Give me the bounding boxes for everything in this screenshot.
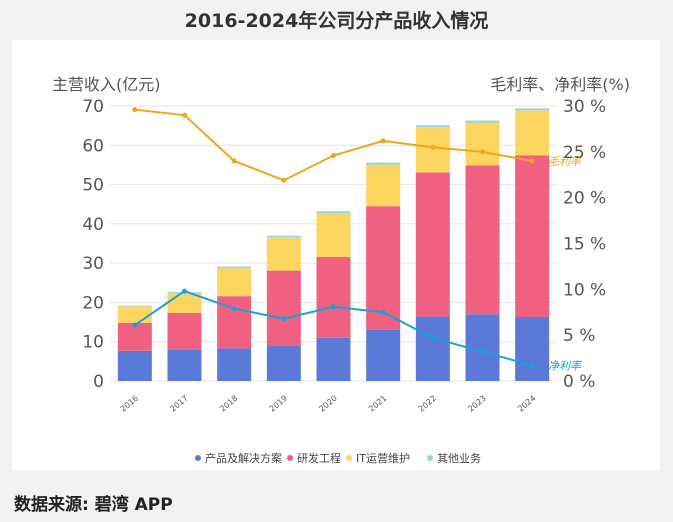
bar-segment [117,350,152,381]
bar-segment [217,266,252,269]
y-tick-left: 10 [82,333,104,353]
bar-segment [316,211,351,214]
line-point [231,158,237,164]
bar-segment [217,268,252,297]
y-tick-right: 10 % [563,280,606,300]
bar-segment [266,237,301,271]
bar-segment [415,127,450,173]
line-point [182,288,187,294]
y-tick-left: 40 [82,215,104,235]
y-tick-right: 25 % [563,143,606,163]
line-series-label: 净利率 [548,359,583,372]
y-tick-right: 15 % [563,235,606,255]
y-tick-right: 20 % [563,189,606,209]
line-point [480,349,485,355]
line-point [331,153,336,158]
line-point [430,335,436,341]
line-point [380,138,386,144]
line-point [182,112,187,118]
bar-segment [415,172,450,317]
chart-panel: 毛利率净利率 主营收入(亿元) 毛利率、净利率(%) 0 10 20 30 40 50 60 70… [12,40,660,470]
bar-segment [117,306,152,323]
bar-segment [217,348,252,381]
x-tick-label: 2019 [268,394,289,414]
x-tick-label: 2020 [317,394,338,414]
legend-marker [195,455,201,461]
line-point [529,158,535,164]
y-tick-right: 30 % [563,97,606,117]
bar-segment [465,165,500,315]
x-tick-label: 2023 [466,394,487,414]
line-point [529,362,535,368]
line-point [231,306,237,312]
bar-segment [366,162,401,165]
x-tick-label: 2018 [218,394,239,414]
bar-segment [415,125,450,128]
y-tick-left: 70 [82,97,104,117]
y-axis-right-title: 毛利率、净利率(%) [490,75,630,94]
y-tick-left: 60 [82,136,104,156]
legend-label: 产品及解决方案 [205,451,282,465]
bar-segment [316,337,351,381]
bar-segment [366,164,401,207]
line-point [380,309,386,315]
bar-segment [117,305,152,307]
x-tick-label: 2022 [417,394,438,414]
y-tick-right: 5 % [563,326,595,346]
legend-label: 其他业务 [437,452,481,465]
bar-segment [167,313,202,350]
bar-segment [316,213,351,257]
line-point [281,316,287,322]
bar-segment [415,316,450,381]
line-point [132,107,138,113]
bar-segment [167,349,202,381]
bar-segment [515,110,550,156]
legend-label: 研发工程 [297,451,341,465]
bar-segment [515,108,550,111]
y-tick-left: 30 [82,254,104,274]
x-tick-label: 2017 [168,394,189,414]
y-tick-left: 50 [82,176,104,196]
page-title: 2016-2024年公司分产品收入情况 [184,10,489,32]
y-tick-left: 0 [93,372,104,392]
line-series-label: 毛利率 [548,155,583,168]
bar-segment [316,256,351,338]
y-tick-left: 20 [82,293,104,313]
x-tick-label: 2024 [516,394,537,414]
bar-segment [465,120,500,123]
legend-marker [287,455,293,461]
line-point [480,149,485,155]
bar-segment [266,270,301,346]
legend-marker [427,455,433,461]
bar-segment [515,316,550,381]
bar-segment [366,329,401,381]
line-point [281,177,287,183]
bar-segment [266,235,301,238]
bar-segment [465,122,500,166]
line-point [430,144,436,150]
line-point [132,322,138,328]
y-tick-right: 0 % [563,372,595,392]
bar-segment [266,345,301,381]
legend-marker [346,455,352,461]
y-axis-left-title: 主营收入(亿元) [52,75,161,94]
bar-segment [515,155,550,317]
x-tick-label: 2016 [119,394,140,414]
bar-segment [167,293,202,314]
line-point [331,304,336,310]
legend-label: IT运营维护 [356,451,410,465]
bar-segment [366,206,401,330]
x-tick-label: 2021 [367,394,388,414]
data-source-note: 数据来源: 碧湾 APP [14,495,173,515]
